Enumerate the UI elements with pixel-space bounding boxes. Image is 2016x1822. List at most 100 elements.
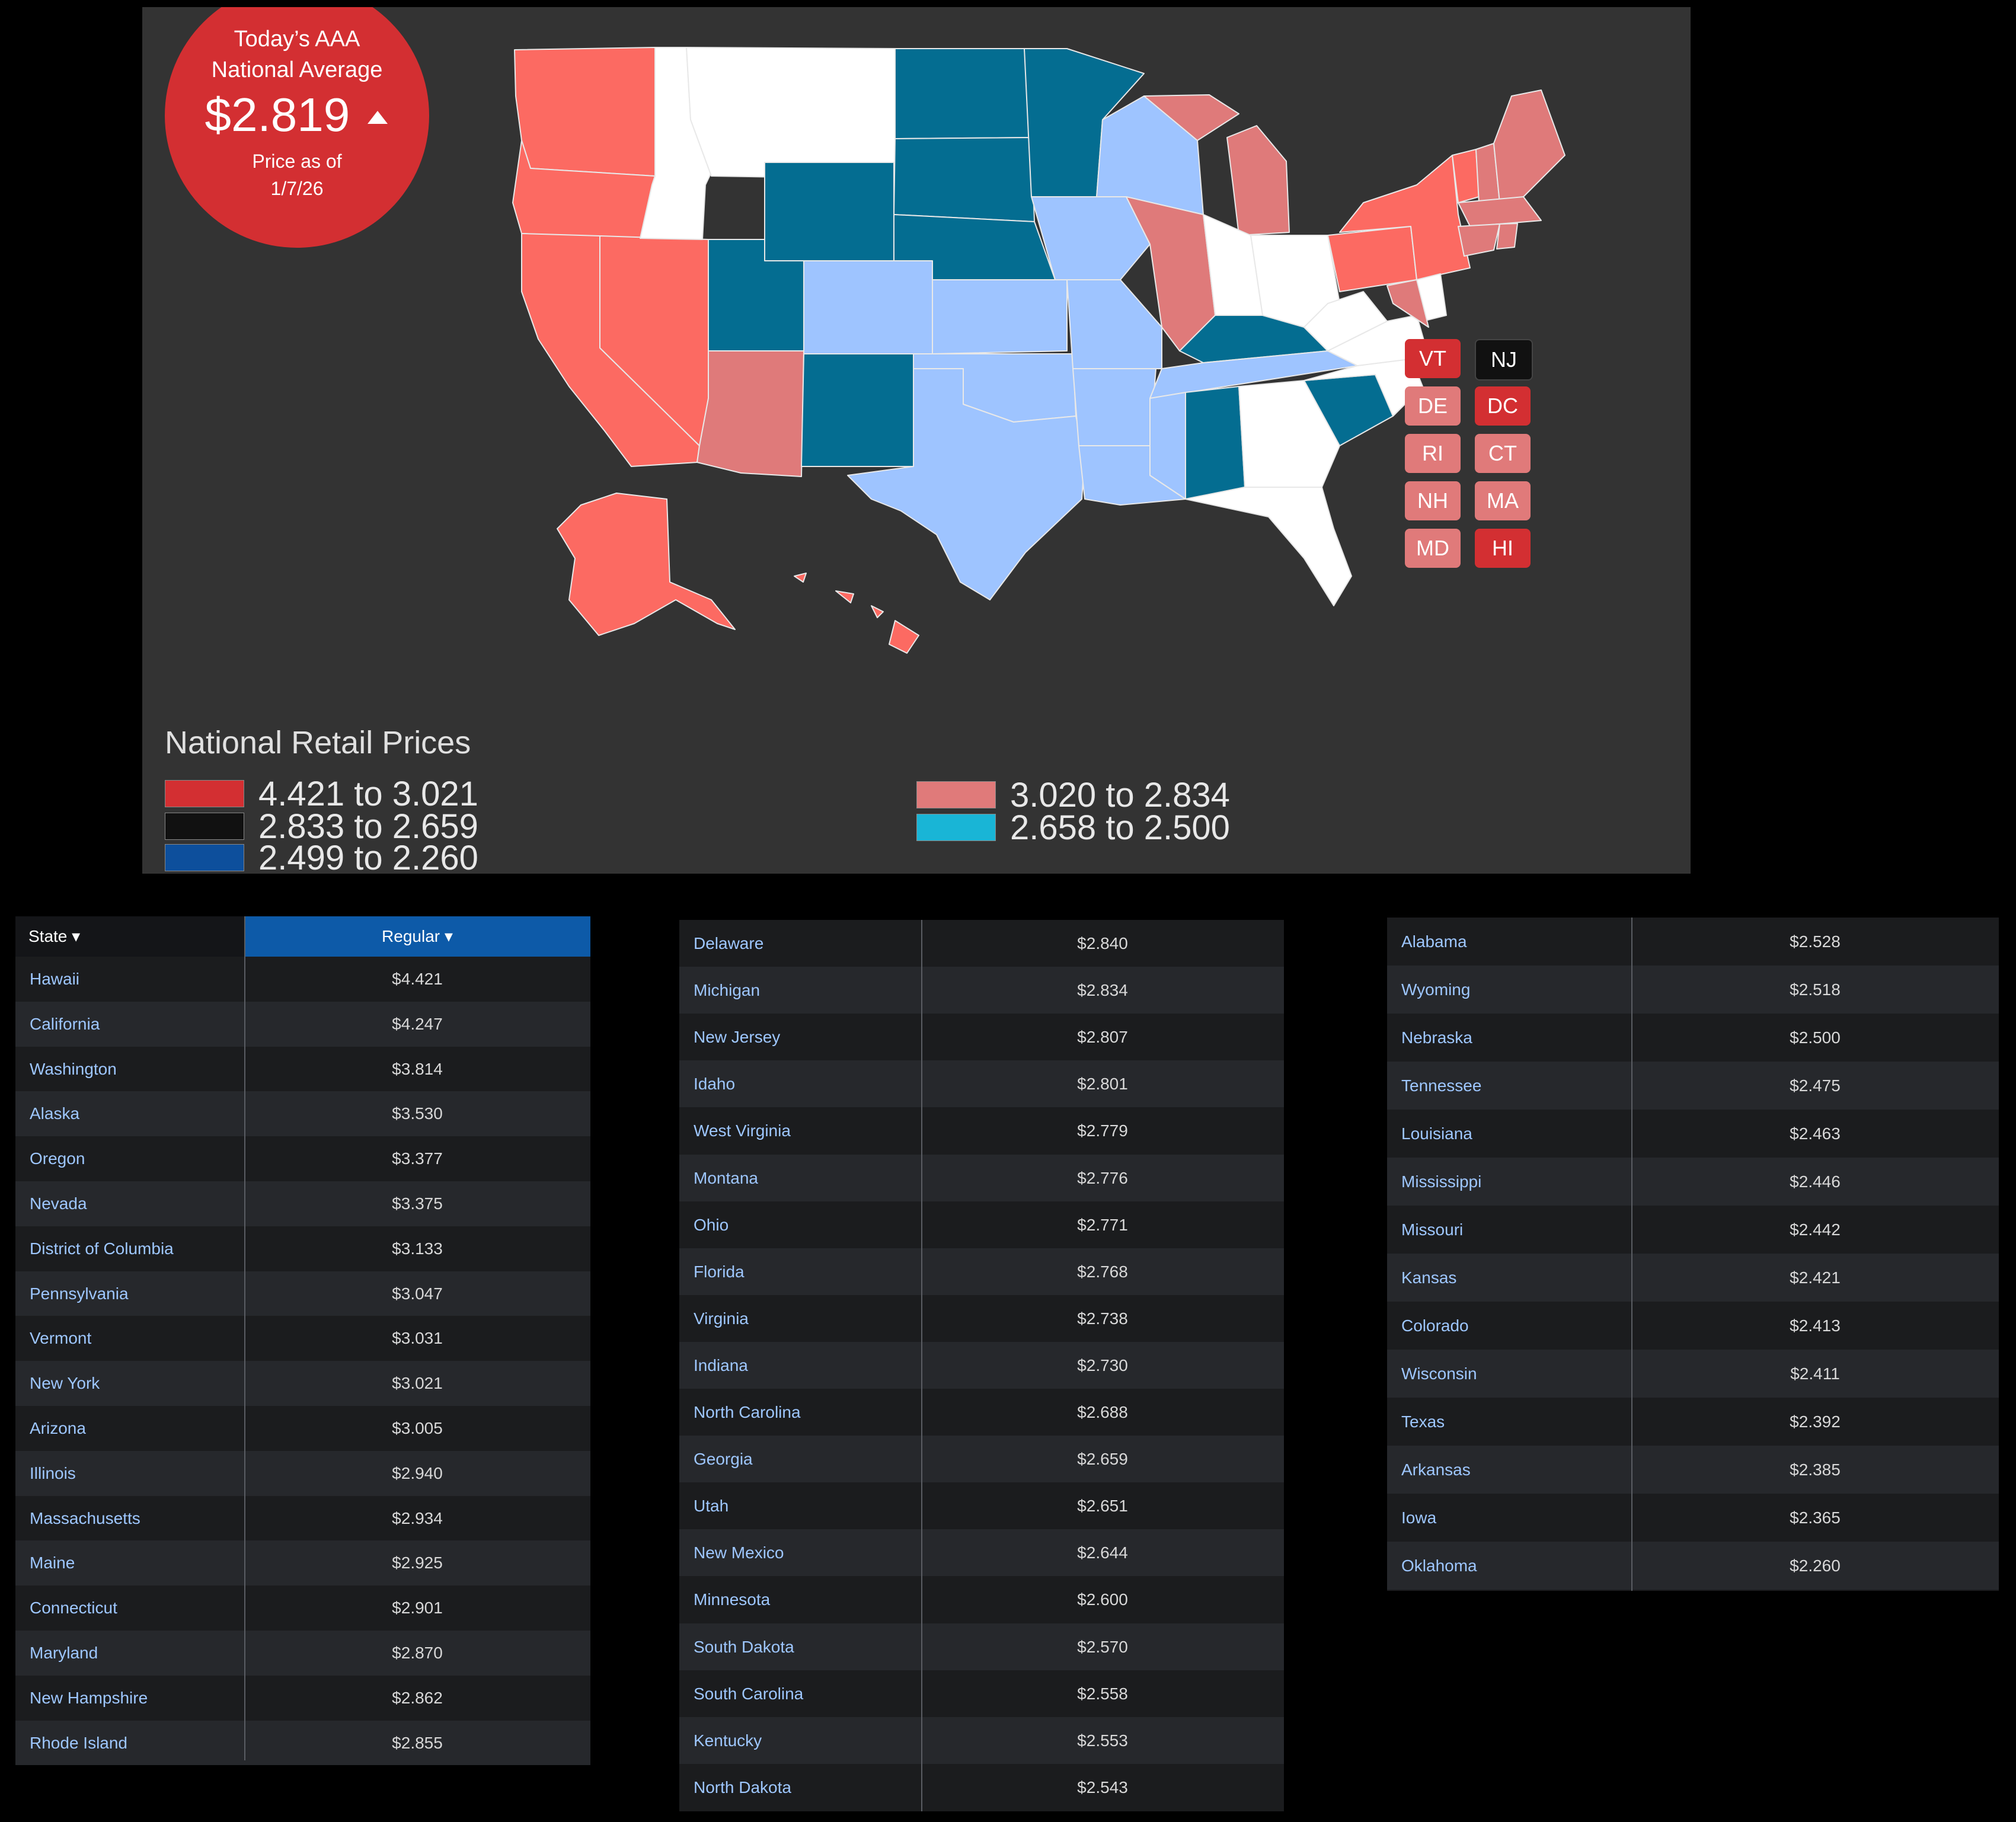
table-row[interactable]: Rhode Island $2.855: [15, 1720, 590, 1766]
table-row[interactable]: Montana $2.776: [679, 1154, 1284, 1201]
table-row[interactable]: Mississippi $2.446: [1387, 1158, 1999, 1206]
table-row[interactable]: Nevada $3.375: [15, 1181, 590, 1226]
state-name[interactable]: Rhode Island: [30, 1733, 128, 1752]
table-row[interactable]: Pennsylvania $3.047: [15, 1271, 590, 1316]
table-row[interactable]: Oklahoma $2.260: [1387, 1542, 1999, 1590]
table-row[interactable]: Wyoming $2.518: [1387, 966, 1999, 1014]
table-row[interactable]: Oregon $3.377: [15, 1136, 590, 1181]
state-name[interactable]: Florida: [694, 1262, 745, 1281]
table-row[interactable]: New York $3.021: [15, 1361, 590, 1406]
table-row[interactable]: Washington $3.814: [15, 1047, 590, 1092]
table-row[interactable]: Kansas $2.421: [1387, 1254, 1999, 1302]
state-name[interactable]: Hawaii: [30, 970, 80, 988]
state-name[interactable]: Wyoming: [1401, 980, 1471, 999]
state-name[interactable]: Pennsylvania: [30, 1284, 129, 1303]
state-name[interactable]: Louisiana: [1401, 1124, 1472, 1143]
state-name[interactable]: Alaska: [30, 1104, 80, 1123]
state-name[interactable]: Arizona: [30, 1419, 86, 1437]
state-name[interactable]: Michigan: [694, 981, 761, 1000]
state-name[interactable]: Tennessee: [1401, 1076, 1482, 1095]
table-row[interactable]: California $4.247: [15, 1001, 590, 1047]
state-button-ct[interactable]: CT: [1475, 434, 1531, 473]
state-name[interactable]: Iowa: [1401, 1508, 1437, 1527]
table-row[interactable]: Minnesota $2.600: [679, 1576, 1284, 1623]
state-name[interactable]: Virginia: [694, 1309, 749, 1328]
state-name[interactable]: Mississippi: [1401, 1172, 1482, 1191]
table-row[interactable]: Alabama $2.528: [1387, 918, 1999, 966]
state-name[interactable]: West Virginia: [694, 1121, 791, 1140]
state-name[interactable]: Ohio: [694, 1215, 729, 1234]
table-row[interactable]: South Dakota $2.570: [679, 1623, 1284, 1670]
table-row[interactable]: Wisconsin $2.411: [1387, 1350, 1999, 1398]
state-name[interactable]: Connecticut: [30, 1599, 117, 1618]
table-row[interactable]: Vermont $3.031: [15, 1316, 590, 1361]
state-name[interactable]: Kentucky: [694, 1731, 762, 1750]
table-row[interactable]: Michigan $2.834: [679, 967, 1284, 1014]
state-name[interactable]: Washington: [30, 1059, 117, 1078]
state-name[interactable]: Indiana: [694, 1356, 748, 1375]
state-name[interactable]: New Hampshire: [30, 1688, 148, 1707]
table-row[interactable]: Nebraska $2.500: [1387, 1014, 1999, 1062]
state-name[interactable]: Oklahoma: [1401, 1556, 1477, 1575]
table-row[interactable]: Idaho $2.801: [679, 1060, 1284, 1108]
state-name[interactable]: Utah: [694, 1497, 729, 1516]
table-row[interactable]: New Hampshire $2.862: [15, 1676, 590, 1721]
table-row[interactable]: Utah $2.651: [679, 1482, 1284, 1529]
table-row[interactable]: Indiana $2.730: [679, 1341, 1284, 1389]
table-row[interactable]: Arizona $3.005: [15, 1406, 590, 1451]
state-button-nh[interactable]: NH: [1405, 481, 1461, 520]
table-row[interactable]: Texas $2.392: [1387, 1398, 1999, 1446]
table-row[interactable]: Louisiana $2.463: [1387, 1110, 1999, 1158]
state-button-de[interactable]: DE: [1405, 386, 1461, 426]
table-row[interactable]: Kentucky $2.553: [679, 1716, 1284, 1764]
table-row[interactable]: Alaska $3.530: [15, 1091, 590, 1137]
state-name[interactable]: South Carolina: [694, 1684, 804, 1703]
table-row[interactable]: Florida $2.768: [679, 1248, 1284, 1295]
table-row[interactable]: New Mexico $2.644: [679, 1529, 1284, 1577]
state-name[interactable]: Missouri: [1401, 1220, 1464, 1239]
state-name[interactable]: Oregon: [30, 1149, 85, 1168]
us-map[interactable]: [142, 7, 1691, 874]
table-row[interactable]: Tennessee $2.475: [1387, 1062, 1999, 1110]
state-name[interactable]: Nebraska: [1401, 1028, 1472, 1047]
table-row[interactable]: Maryland $2.870: [15, 1631, 590, 1676]
table-row[interactable]: Colorado $2.413: [1387, 1302, 1999, 1350]
state-name[interactable]: Massachusetts: [30, 1508, 140, 1527]
table-row[interactable]: North Dakota $2.543: [679, 1764, 1284, 1811]
table-row[interactable]: Illinois $2.940: [15, 1450, 590, 1496]
state-name[interactable]: New Mexico: [694, 1543, 784, 1562]
state-name[interactable]: Arkansas: [1401, 1460, 1471, 1479]
state-button-dc[interactable]: DC: [1475, 386, 1531, 426]
table-row[interactable]: Arkansas $2.385: [1387, 1446, 1999, 1494]
table-row[interactable]: Delaware $2.840: [679, 920, 1284, 967]
state-name[interactable]: Wisconsin: [1401, 1364, 1477, 1383]
table-row[interactable]: Massachusetts $2.934: [15, 1496, 590, 1541]
state-name[interactable]: Idaho: [694, 1075, 736, 1094]
state-button-hi[interactable]: HI: [1475, 529, 1531, 568]
state-name[interactable]: Delaware: [694, 934, 764, 952]
state-name[interactable]: Nevada: [30, 1194, 87, 1213]
state-name[interactable]: Georgia: [694, 1450, 753, 1469]
table-row[interactable]: Georgia $2.659: [679, 1436, 1284, 1483]
state-button-vt[interactable]: VT: [1405, 339, 1461, 378]
state-name[interactable]: Alabama: [1401, 932, 1467, 951]
state-name[interactable]: Kansas: [1401, 1268, 1457, 1287]
state-name[interactable]: New Jersey: [694, 1028, 781, 1047]
table-row[interactable]: Connecticut $2.901: [15, 1586, 590, 1631]
state-name[interactable]: New York: [30, 1374, 100, 1393]
table-row[interactable]: Iowa $2.365: [1387, 1494, 1999, 1542]
state-name[interactable]: District of Columbia: [30, 1239, 174, 1258]
state-button-ma[interactable]: MA: [1475, 481, 1531, 520]
table-row[interactable]: West Virginia $2.779: [679, 1107, 1284, 1154]
state-sort-header[interactable]: State ▾: [28, 927, 81, 945]
state-button-ri[interactable]: RI: [1405, 434, 1461, 473]
state-name[interactable]: Maryland: [30, 1644, 98, 1662]
state-name[interactable]: California: [30, 1014, 100, 1033]
state-name[interactable]: Illinois: [30, 1463, 76, 1482]
state-name[interactable]: North Dakota: [694, 1778, 791, 1797]
state-name[interactable]: Colorado: [1401, 1316, 1469, 1335]
state-button-md[interactable]: MD: [1405, 529, 1461, 568]
regular-sort-header[interactable]: Regular ▾: [244, 916, 590, 957]
state-name[interactable]: Minnesota: [694, 1590, 771, 1609]
state-name[interactable]: Texas: [1401, 1412, 1445, 1431]
